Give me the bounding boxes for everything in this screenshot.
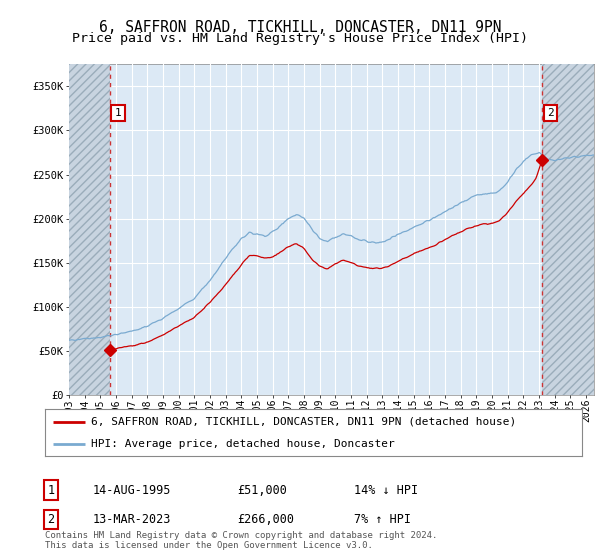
- Text: 14% ↓ HPI: 14% ↓ HPI: [354, 483, 418, 497]
- Bar: [542, 64, 594, 395]
- Text: 14-AUG-1995: 14-AUG-1995: [93, 483, 172, 497]
- Text: 6, SAFFRON ROAD, TICKHILL, DONCASTER, DN11 9PN (detached house): 6, SAFFRON ROAD, TICKHILL, DONCASTER, DN…: [91, 417, 516, 427]
- Text: HPI: Average price, detached house, Doncaster: HPI: Average price, detached house, Donc…: [91, 438, 394, 449]
- Text: £51,000: £51,000: [237, 483, 287, 497]
- Text: 1: 1: [115, 108, 122, 118]
- Text: 1: 1: [47, 483, 55, 497]
- Text: 6, SAFFRON ROAD, TICKHILL, DONCASTER, DN11 9PN: 6, SAFFRON ROAD, TICKHILL, DONCASTER, DN…: [99, 20, 501, 35]
- Bar: [69, 64, 110, 395]
- Text: 13-MAR-2023: 13-MAR-2023: [93, 513, 172, 526]
- Text: 2: 2: [547, 108, 554, 118]
- Text: Price paid vs. HM Land Registry's House Price Index (HPI): Price paid vs. HM Land Registry's House …: [72, 32, 528, 45]
- Text: 7% ↑ HPI: 7% ↑ HPI: [354, 513, 411, 526]
- Text: £266,000: £266,000: [237, 513, 294, 526]
- Text: 2: 2: [47, 513, 55, 526]
- Text: Contains HM Land Registry data © Crown copyright and database right 2024.
This d: Contains HM Land Registry data © Crown c…: [45, 530, 437, 550]
